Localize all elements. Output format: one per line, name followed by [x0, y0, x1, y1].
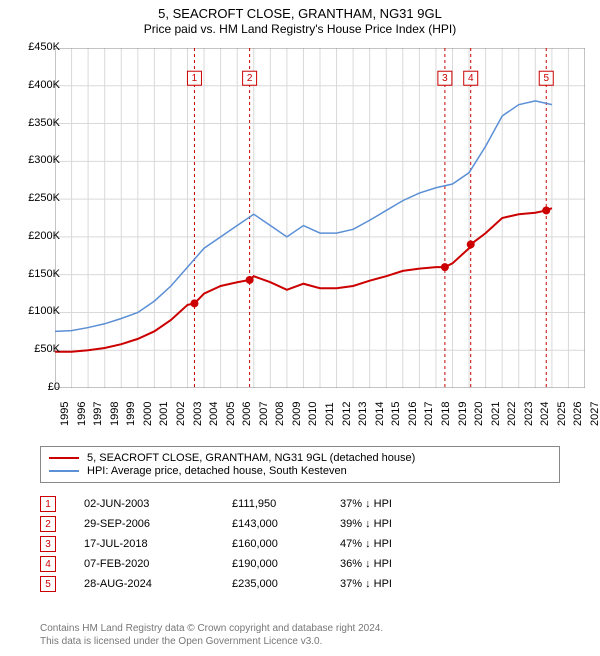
x-tick-label: 2024 [539, 402, 551, 426]
x-axis-labels: 1995 1996 1997 1998 1999 2000 2001 2002 2003 2004… [55, 392, 585, 442]
sale-date: 28-AUG-2024 [84, 578, 204, 590]
x-tick-label: 2008 [274, 402, 286, 426]
x-tick-label: 2019 [457, 402, 469, 426]
sale-price: £143,000 [232, 518, 312, 530]
svg-text:2: 2 [247, 73, 253, 84]
sale-pct: 36% ↓ HPI [340, 558, 440, 570]
x-tick-label: 2009 [291, 402, 303, 426]
y-tick-label: £50K [5, 343, 60, 355]
legend-item: 5, SEACROFT CLOSE, GRANTHAM, NG31 9GL (d… [49, 452, 551, 464]
chart-svg: 1 2 3 4 5 [55, 48, 585, 388]
y-tick-label: £300K [5, 154, 60, 166]
sale-price: £160,000 [232, 538, 312, 550]
x-tick-label: 2025 [556, 402, 568, 426]
chart-plot-area: 1 2 3 4 5 [55, 48, 585, 388]
sale-price: £190,000 [232, 558, 312, 570]
chart-container: 5, SEACROFT CLOSE, GRANTHAM, NG31 9GL Pr… [0, 6, 600, 656]
x-tick-label: 1998 [109, 402, 121, 426]
x-tick-label: 1997 [92, 402, 104, 426]
sales-table: 1 02-JUN-2003 £111,950 37% ↓ HPI 2 29-SEP-200… [40, 492, 560, 596]
x-tick-label: 2026 [572, 402, 584, 426]
x-tick-label: 2022 [506, 402, 518, 426]
x-tick-label: 2004 [208, 402, 220, 426]
x-tick-label: 2013 [357, 402, 369, 426]
y-tick-label: £250K [5, 192, 60, 204]
y-tick-label: £450K [5, 41, 60, 53]
svg-text:4: 4 [468, 73, 474, 84]
sale-marker-icon: 5 [40, 576, 56, 592]
y-tick-label: £350K [5, 117, 60, 129]
footnote-line: Contains HM Land Registry data © Crown c… [40, 622, 383, 635]
x-tick-label: 2010 [307, 402, 319, 426]
sale-pct: 37% ↓ HPI [340, 498, 440, 510]
sale-row: 4 07-FEB-2020 £190,000 36% ↓ HPI [40, 556, 560, 572]
sale-pct: 47% ↓ HPI [340, 538, 440, 550]
footnote: Contains HM Land Registry data © Crown c… [40, 622, 383, 648]
x-tick-label: 2016 [407, 402, 419, 426]
legend-item: HPI: Average price, detached house, Sout… [49, 465, 551, 477]
y-tick-label: £400K [5, 79, 60, 91]
x-tick-label: 2000 [142, 402, 154, 426]
svg-text:1: 1 [192, 73, 198, 84]
svg-text:5: 5 [543, 73, 549, 84]
chart-title: 5, SEACROFT CLOSE, GRANTHAM, NG31 9GL [0, 6, 600, 21]
x-tick-label: 2027 [589, 402, 600, 426]
x-tick-label: 2014 [374, 402, 386, 426]
x-tick-label: 1999 [125, 402, 137, 426]
svg-text:3: 3 [442, 73, 448, 84]
x-tick-label: 2018 [440, 402, 452, 426]
x-tick-label: 1996 [76, 402, 88, 426]
x-tick-label: 2021 [490, 402, 502, 426]
sale-date: 07-FEB-2020 [84, 558, 204, 570]
y-tick-label: £200K [5, 230, 60, 242]
y-tick-label: £100K [5, 305, 60, 317]
x-tick-label: 2001 [158, 402, 170, 426]
legend-swatch [49, 457, 79, 459]
footnote-line: This data is licensed under the Open Gov… [40, 635, 383, 648]
sale-date: 02-JUN-2003 [84, 498, 204, 510]
sale-row: 5 28-AUG-2024 £235,000 37% ↓ HPI [40, 576, 560, 592]
sale-marker-icon: 4 [40, 556, 56, 572]
sale-price: £235,000 [232, 578, 312, 590]
legend-label: 5, SEACROFT CLOSE, GRANTHAM, NG31 9GL (d… [87, 452, 415, 464]
sale-date: 17-JUL-2018 [84, 538, 204, 550]
sale-pct: 37% ↓ HPI [340, 578, 440, 590]
sale-marker-icon: 2 [40, 516, 56, 532]
x-tick-label: 1995 [59, 402, 71, 426]
sale-price: £111,950 [232, 498, 312, 510]
sale-row: 3 17-JUL-2018 £160,000 47% ↓ HPI [40, 536, 560, 552]
x-tick-label: 2023 [523, 402, 535, 426]
sale-pct: 39% ↓ HPI [340, 518, 440, 530]
x-tick-label: 2012 [341, 402, 353, 426]
x-tick-label: 2002 [175, 402, 187, 426]
legend-swatch [49, 470, 79, 472]
x-tick-label: 2011 [324, 402, 336, 426]
x-tick-label: 2020 [473, 402, 485, 426]
sale-row: 1 02-JUN-2003 £111,950 37% ↓ HPI [40, 496, 560, 512]
legend: 5, SEACROFT CLOSE, GRANTHAM, NG31 9GL (d… [40, 446, 560, 483]
y-tick-label: £150K [5, 268, 60, 280]
y-tick-label: £0 [5, 381, 60, 393]
x-tick-label: 2017 [423, 402, 435, 426]
chart-subtitle: Price paid vs. HM Land Registry's House … [0, 22, 600, 36]
x-tick-label: 2015 [390, 402, 402, 426]
sale-row: 2 29-SEP-2006 £143,000 39% ↓ HPI [40, 516, 560, 532]
sale-marker-icon: 1 [40, 496, 56, 512]
sale-marker-icon: 3 [40, 536, 56, 552]
x-tick-label: 2006 [241, 402, 253, 426]
sale-date: 29-SEP-2006 [84, 518, 204, 530]
x-tick-label: 2007 [258, 402, 270, 426]
x-tick-label: 2003 [192, 402, 204, 426]
legend-label: HPI: Average price, detached house, Sout… [87, 465, 347, 477]
x-tick-label: 2005 [225, 402, 237, 426]
